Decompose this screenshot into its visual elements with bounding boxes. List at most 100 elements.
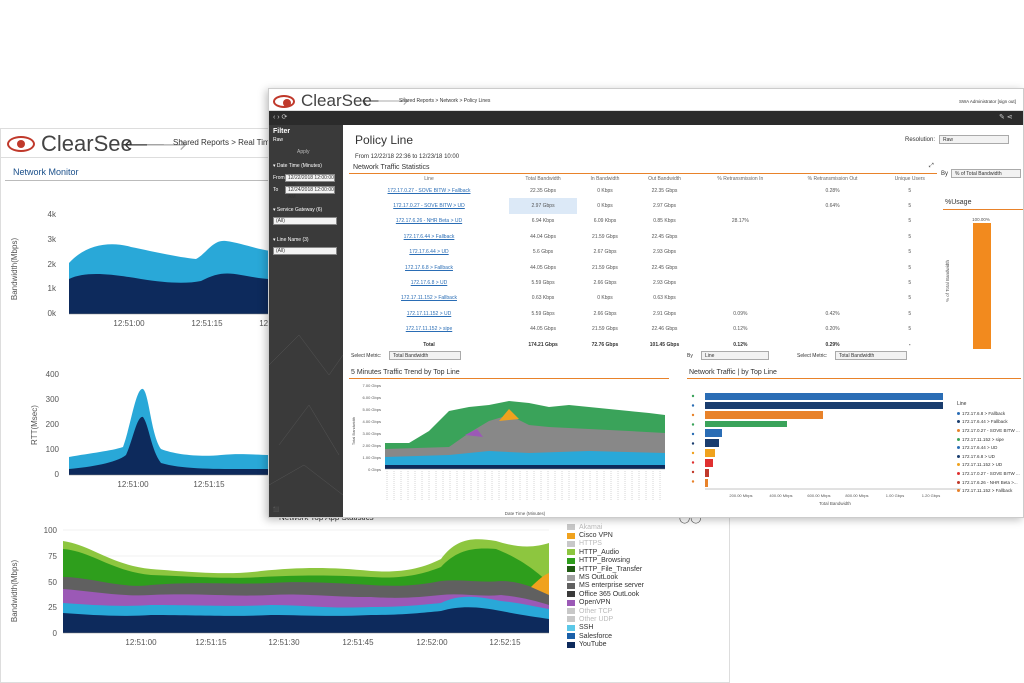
resolution-select[interactable]: Raw bbox=[939, 135, 1009, 144]
legend-swatch bbox=[567, 599, 575, 606]
line-legend-item[interactable]: 172.17.0.27 - SOVE BITW ... bbox=[957, 469, 1020, 478]
bar-marker bbox=[691, 394, 695, 398]
line-link[interactable]: 172.17.6.44 > UD bbox=[409, 249, 449, 256]
total-cell: 72.76 Gbps bbox=[591, 341, 619, 348]
select-metric2[interactable]: Total Bandwidth bbox=[835, 351, 907, 360]
table-cell: 0.42% bbox=[825, 310, 840, 317]
gateway-select[interactable]: (All) bbox=[273, 217, 337, 225]
app-legend-item[interactable]: Other TCP bbox=[567, 607, 644, 615]
filter-raw[interactable]: Raw bbox=[273, 137, 284, 143]
line-link[interactable]: 172.17.6.8 > UD bbox=[410, 280, 448, 287]
line-legend-item[interactable]: 172.17.0.27 - SOVE BITW ... bbox=[957, 426, 1020, 435]
app-legend-item[interactable]: HTTP_File_Transfer bbox=[567, 565, 644, 573]
by-select[interactable]: % of Total Bandwidth bbox=[951, 169, 1021, 178]
legend-dot bbox=[957, 480, 960, 484]
line-legend-item[interactable]: 172.17.6.44 > Fallback bbox=[957, 418, 1020, 427]
line-link[interactable]: 172.17.11.152 > Fallback bbox=[401, 295, 457, 302]
svg-text:12:51:45: 12:51:45 bbox=[342, 638, 374, 647]
line-link[interactable]: 172.17.6.26 - NHR Beta > UD bbox=[395, 218, 463, 225]
svg-text:6.00 Gbps: 6.00 Gbps bbox=[363, 395, 381, 400]
column-header[interactable]: Unique Users bbox=[894, 176, 925, 182]
legend-label: Akamai bbox=[579, 523, 603, 531]
table-cell bbox=[785, 275, 881, 290]
svg-text:12:52:00: 12:52:00 bbox=[416, 638, 448, 647]
select-metric[interactable]: Total Bandwidth bbox=[389, 351, 461, 360]
app-legend-item[interactable]: MS OutLook bbox=[567, 573, 644, 581]
by-label: By bbox=[941, 171, 949, 177]
apply-button[interactable]: Apply bbox=[297, 149, 310, 155]
line-link[interactable]: 172.17.0.27 - SOVE BITW > Fallback bbox=[387, 187, 471, 194]
table-row: 172.17.11.152 > Fallback 0.63 Kbps 0 Kbps 0… bbox=[349, 291, 939, 306]
column-header[interactable]: Out Bandwidth bbox=[648, 176, 681, 182]
table-cell: 6.09 Kbps bbox=[593, 218, 617, 225]
zoom-icon[interactable]: ◯◯ bbox=[679, 513, 702, 524]
legend-label: HTTPS bbox=[579, 540, 602, 548]
bar-1 bbox=[705, 393, 943, 400]
back-arrow-icon[interactable]: 🡐 bbox=[123, 137, 166, 154]
app-legend-item[interactable]: HTTP_Audio bbox=[567, 548, 644, 556]
column-header[interactable]: In Bandwidth bbox=[590, 176, 620, 182]
by-line-select[interactable]: Line bbox=[701, 351, 769, 360]
line-legend-item[interactable]: 172.17.11.152 > UD bbox=[957, 461, 1020, 470]
usage-chart: % of Total Bandwidth 100.00% bbox=[945, 217, 991, 349]
date-section[interactable]: ▾ Date Time (Minutes) bbox=[273, 163, 322, 169]
line-legend-item[interactable]: 172.17.11.152 > Fallback bbox=[957, 486, 1020, 495]
bar-4 bbox=[705, 421, 787, 427]
table-cell bbox=[696, 260, 784, 275]
app-legend-item[interactable]: Salesforce bbox=[567, 632, 644, 640]
lines-select[interactable]: (All) bbox=[273, 247, 337, 255]
legend-dot bbox=[957, 428, 960, 432]
legend-label: 172.17.6.44 > Fallback bbox=[962, 419, 1008, 425]
user-signout[interactable]: SWA Administrator [sign out] bbox=[959, 99, 1016, 104]
line-legend-item[interactable]: 172.17.6.8 > Fallback bbox=[957, 409, 1020, 418]
legend-label: 172.17.6.8 > UD bbox=[962, 453, 995, 459]
table-cell bbox=[785, 245, 881, 260]
forward-arrow-icon[interactable]: 🡒 bbox=[377, 94, 410, 108]
collapse-icon[interactable]: ‹ › ⟳ bbox=[273, 114, 288, 121]
gateway-section[interactable]: ▾ Service Gateway (6) bbox=[273, 207, 323, 213]
app-legend-item[interactable]: Akamai bbox=[567, 523, 644, 531]
back-arrow-icon[interactable]: 🡐 bbox=[361, 94, 394, 108]
table-cell: 0 Kbps bbox=[597, 203, 613, 210]
eye-logo-icon bbox=[7, 136, 35, 152]
svg-text:100: 100 bbox=[44, 526, 58, 535]
line-legend-item[interactable]: 172.17.6.26 - NHR Beta >... bbox=[957, 478, 1020, 487]
table-cell bbox=[696, 198, 784, 213]
app-legend-item[interactable]: Office 365 OutLook bbox=[567, 590, 644, 598]
column-header[interactable]: Line bbox=[424, 176, 434, 182]
line-legend-item[interactable]: 172.17.6.44 > UD bbox=[957, 443, 1020, 452]
table-cell: 2.66 Gbps bbox=[593, 310, 617, 317]
table-cell: 2.93 Gbps bbox=[652, 280, 677, 287]
column-header[interactable]: % Retransmission In bbox=[717, 176, 764, 182]
to-date-input[interactable]: 12/24/2018 12:00:00 AM bbox=[285, 186, 335, 200]
line-link[interactable]: 172.17.11.152 > sipe bbox=[405, 326, 453, 333]
app-legend-item[interactable]: HTTPS bbox=[567, 540, 644, 548]
line-link[interactable]: 172.17.0.27 - SOVE BITW > UD bbox=[393, 203, 465, 210]
column-header[interactable]: % Retransmission Out bbox=[807, 176, 858, 182]
line-link[interactable]: 172.17.6.8 > Fallback bbox=[405, 264, 453, 271]
from-date-input[interactable]: 12/22/2018 12:00:00 AM bbox=[285, 174, 335, 188]
legend-label: 172.17.0.27 - SOVE BITW ... bbox=[962, 427, 1020, 433]
app-legend-item[interactable]: Cisco VPN bbox=[567, 531, 644, 539]
app-legend-item[interactable]: MS enterprise server bbox=[567, 582, 644, 590]
svg-text:12:51:15: 12:51:15 bbox=[193, 480, 225, 489]
forward-arrow-icon[interactable]: 🡒 bbox=[145, 137, 188, 154]
line-legend-item[interactable]: 172.17.11.152 > sipe bbox=[957, 435, 1020, 444]
trend-divider bbox=[349, 378, 669, 379]
table-cell bbox=[696, 275, 784, 290]
legend-label: 172.17.11.152 > sipe bbox=[962, 436, 1004, 442]
app-legend-item[interactable]: OpenVPN bbox=[567, 599, 644, 607]
app-legend-item[interactable]: HTTP_Browsing bbox=[567, 557, 644, 565]
share-icon[interactable]: ✎ ⋖ bbox=[999, 114, 1013, 121]
bar-marker bbox=[691, 451, 695, 455]
app-legend-item[interactable]: SSH bbox=[567, 624, 644, 632]
expand-icon[interactable]: ⤢ bbox=[929, 163, 934, 169]
column-header[interactable]: Total Bandwidth bbox=[525, 176, 561, 182]
line-legend-item[interactable]: 172.17.6.8 > UD bbox=[957, 452, 1020, 461]
app-legend-item[interactable]: Other UDP bbox=[567, 615, 644, 623]
line-link[interactable]: 172.17.11.152 > UD bbox=[406, 310, 452, 317]
svg-text:Total Bandwidth: Total Bandwidth bbox=[351, 417, 356, 445]
lines-section[interactable]: ▾ Line Name (3) bbox=[273, 237, 309, 243]
app-legend-item[interactable]: YouTube bbox=[567, 640, 644, 648]
line-link[interactable]: 172.17.6.44 > Fallback bbox=[403, 233, 455, 240]
